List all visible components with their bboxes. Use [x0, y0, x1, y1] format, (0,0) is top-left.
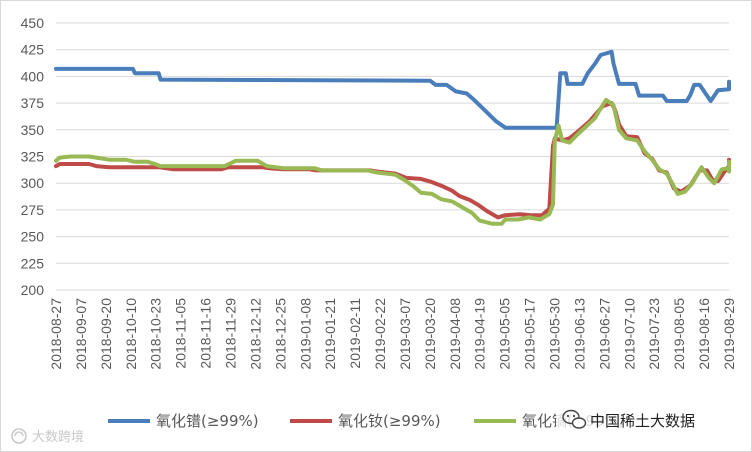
legend: 氧化镨(≥99%) 氧化钕(≥99%) 氧化镝(≥99%) — [108, 412, 625, 430]
x-tick-label: 2018-09-20 — [98, 298, 114, 370]
wechat-icon — [562, 409, 587, 429]
x-tick-label: 2019-06-27 — [596, 298, 612, 370]
x-tick-label: 2019-06-13 — [571, 298, 587, 370]
x-tick-label: 2019-02-22 — [372, 298, 388, 370]
x-tick-label: 2019-02-11 — [347, 298, 363, 369]
x-tick-label: 2018-10-23 — [148, 298, 164, 370]
y-tick-label: 300 — [21, 175, 45, 191]
series-line-1 — [54, 49, 731, 130]
x-tick-label: 2019-04-19 — [472, 298, 488, 370]
x-tick-label: 2018-12-25 — [272, 298, 288, 370]
x-tick-label: 2019-03-07 — [397, 298, 413, 370]
y-tick-label: 425 — [21, 42, 45, 58]
y-tick-label: 400 — [21, 68, 45, 84]
x-tick-label: 2019-08-29 — [721, 298, 737, 370]
y-tick-label: 450 — [21, 15, 45, 31]
x-axis: 2018-08-27 2018-09-07 2018-09-20 2018-10-10… — [48, 298, 737, 370]
y-axis: 200 225 250 275 300 325 350 375 400 425 450 — [21, 15, 45, 298]
y-tick-label: 325 — [21, 149, 45, 165]
corner-watermark: 大数跨境 — [11, 428, 84, 445]
x-tick-label: 2018-11-29 — [222, 298, 238, 369]
x-tick-label: 2018-09-07 — [73, 298, 89, 370]
x-tick-label: 2019-01-08 — [297, 298, 313, 370]
corner-watermark-text: 大数跨境 — [32, 430, 84, 445]
x-tick-label: 2019-01-21 — [322, 298, 338, 370]
series-line-3 — [54, 97, 731, 226]
x-tick-label: 2019-07-10 — [621, 298, 637, 370]
logo-icon — [11, 428, 27, 444]
x-tick-label: 2018-08-27 — [48, 298, 64, 370]
x-tick-label: 2018-10-10 — [123, 298, 139, 370]
x-tick-label: 2018-11-05 — [173, 298, 189, 369]
legend-label-series-1: 氧化镨(≥99%) — [156, 412, 259, 430]
y-tick-label: 200 — [21, 282, 45, 298]
y-tick-label: 375 — [21, 95, 45, 111]
source-watermark-text: 中国稀土大数据 — [590, 412, 695, 430]
source-watermark: 中国稀土大数据 — [556, 405, 726, 431]
x-tick-label: 2019-03-20 — [422, 298, 438, 370]
x-tick-label: 2019-07-23 — [646, 298, 662, 370]
y-tick-label: 225 — [21, 255, 45, 271]
y-tick-label: 350 — [21, 122, 45, 138]
y-tick-label: 250 — [21, 229, 45, 245]
x-tick-label: 2019-08-16 — [696, 298, 712, 370]
x-tick-label: 2018-12-12 — [247, 298, 263, 370]
grid-lines — [56, 22, 729, 291]
x-tick-label: 2019-05-17 — [522, 298, 538, 370]
series-lines — [54, 49, 731, 226]
x-tick-label: 2019-08-05 — [671, 298, 687, 370]
legend-label-series-2: 氧化钕(≥99%) — [338, 412, 441, 430]
x-tick-label: 2019-05-30 — [547, 298, 563, 370]
y-tick-label: 275 — [21, 202, 45, 218]
x-tick-label: 2018-11-16 — [198, 298, 214, 369]
x-tick-label: 2019-04-08 — [447, 298, 463, 370]
x-tick-label: 2019-05-05 — [497, 298, 513, 370]
